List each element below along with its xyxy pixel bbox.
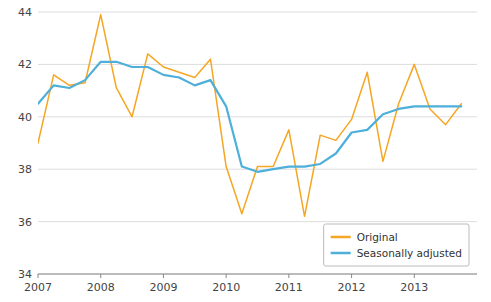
x-tick-label: 2009 xyxy=(149,281,177,294)
x-tick xyxy=(288,274,289,278)
x-tick xyxy=(351,274,352,278)
x-tick-label: 2013 xyxy=(400,281,428,294)
grid-line xyxy=(38,64,477,65)
chart: 34 36 38 40 42 44 2007 2008 2009 2010 2011 2012 2013… xyxy=(0,0,491,302)
x-tick xyxy=(414,274,415,278)
x-tick-label: 2007 xyxy=(24,281,52,294)
x-tick-label: 2010 xyxy=(212,281,240,294)
x-tick xyxy=(38,274,39,278)
x-axis-line xyxy=(38,274,477,275)
grid-line xyxy=(38,116,477,117)
y-tick-label: 38 xyxy=(18,163,32,176)
legend-swatch xyxy=(331,236,351,239)
x-tick-label: 2008 xyxy=(87,281,115,294)
y-tick-label: 40 xyxy=(18,111,32,124)
series-line xyxy=(38,15,461,217)
x-tick-label: 2012 xyxy=(338,281,366,294)
grid-line xyxy=(38,12,477,13)
y-tick-label: 36 xyxy=(18,216,32,229)
y-tick-label: 34 xyxy=(18,268,32,281)
plot-lines xyxy=(38,15,461,217)
legend: Original Seasonally adjusted xyxy=(324,224,469,266)
y-tick-label: 44 xyxy=(18,6,32,19)
y-tick-label: 42 xyxy=(18,58,32,71)
x-tick xyxy=(100,274,101,278)
legend-label: Seasonally adjusted xyxy=(357,247,462,259)
legend-box xyxy=(324,224,469,266)
x-tick xyxy=(226,274,227,278)
x-tick-label: 2011 xyxy=(275,281,303,294)
x-tick xyxy=(163,274,164,278)
legend-swatch xyxy=(331,252,351,255)
series-line xyxy=(38,62,461,172)
grid-line xyxy=(38,274,477,275)
legend-label: Original xyxy=(357,231,398,243)
grid-line xyxy=(38,221,477,222)
